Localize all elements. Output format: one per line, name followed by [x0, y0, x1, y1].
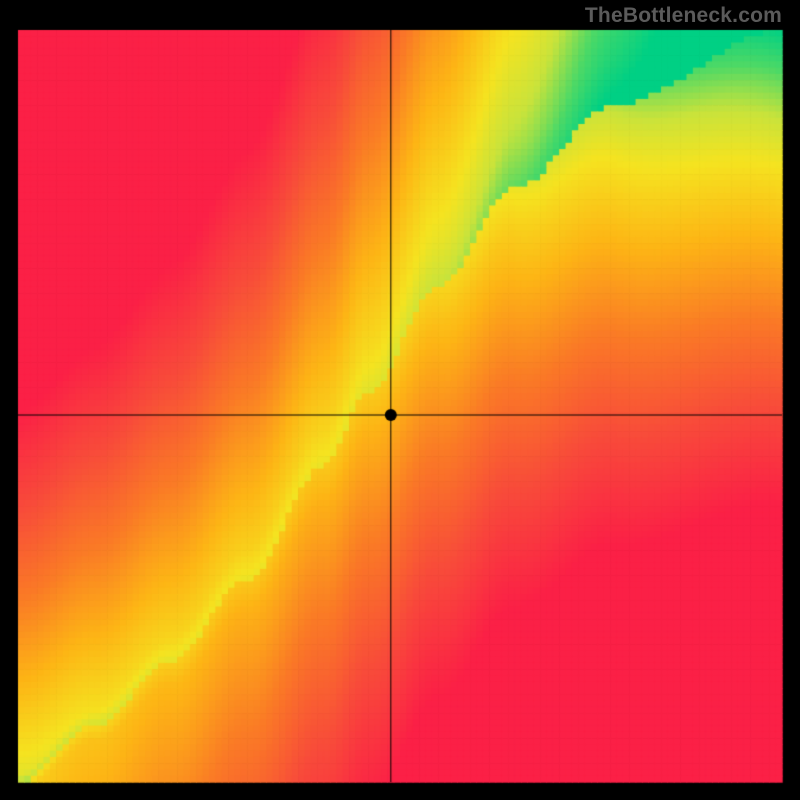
bottleneck-heatmap [0, 0, 800, 800]
chart-container: TheBottleneck.com [0, 0, 800, 800]
watermark-label: TheBottleneck.com [585, 4, 782, 28]
